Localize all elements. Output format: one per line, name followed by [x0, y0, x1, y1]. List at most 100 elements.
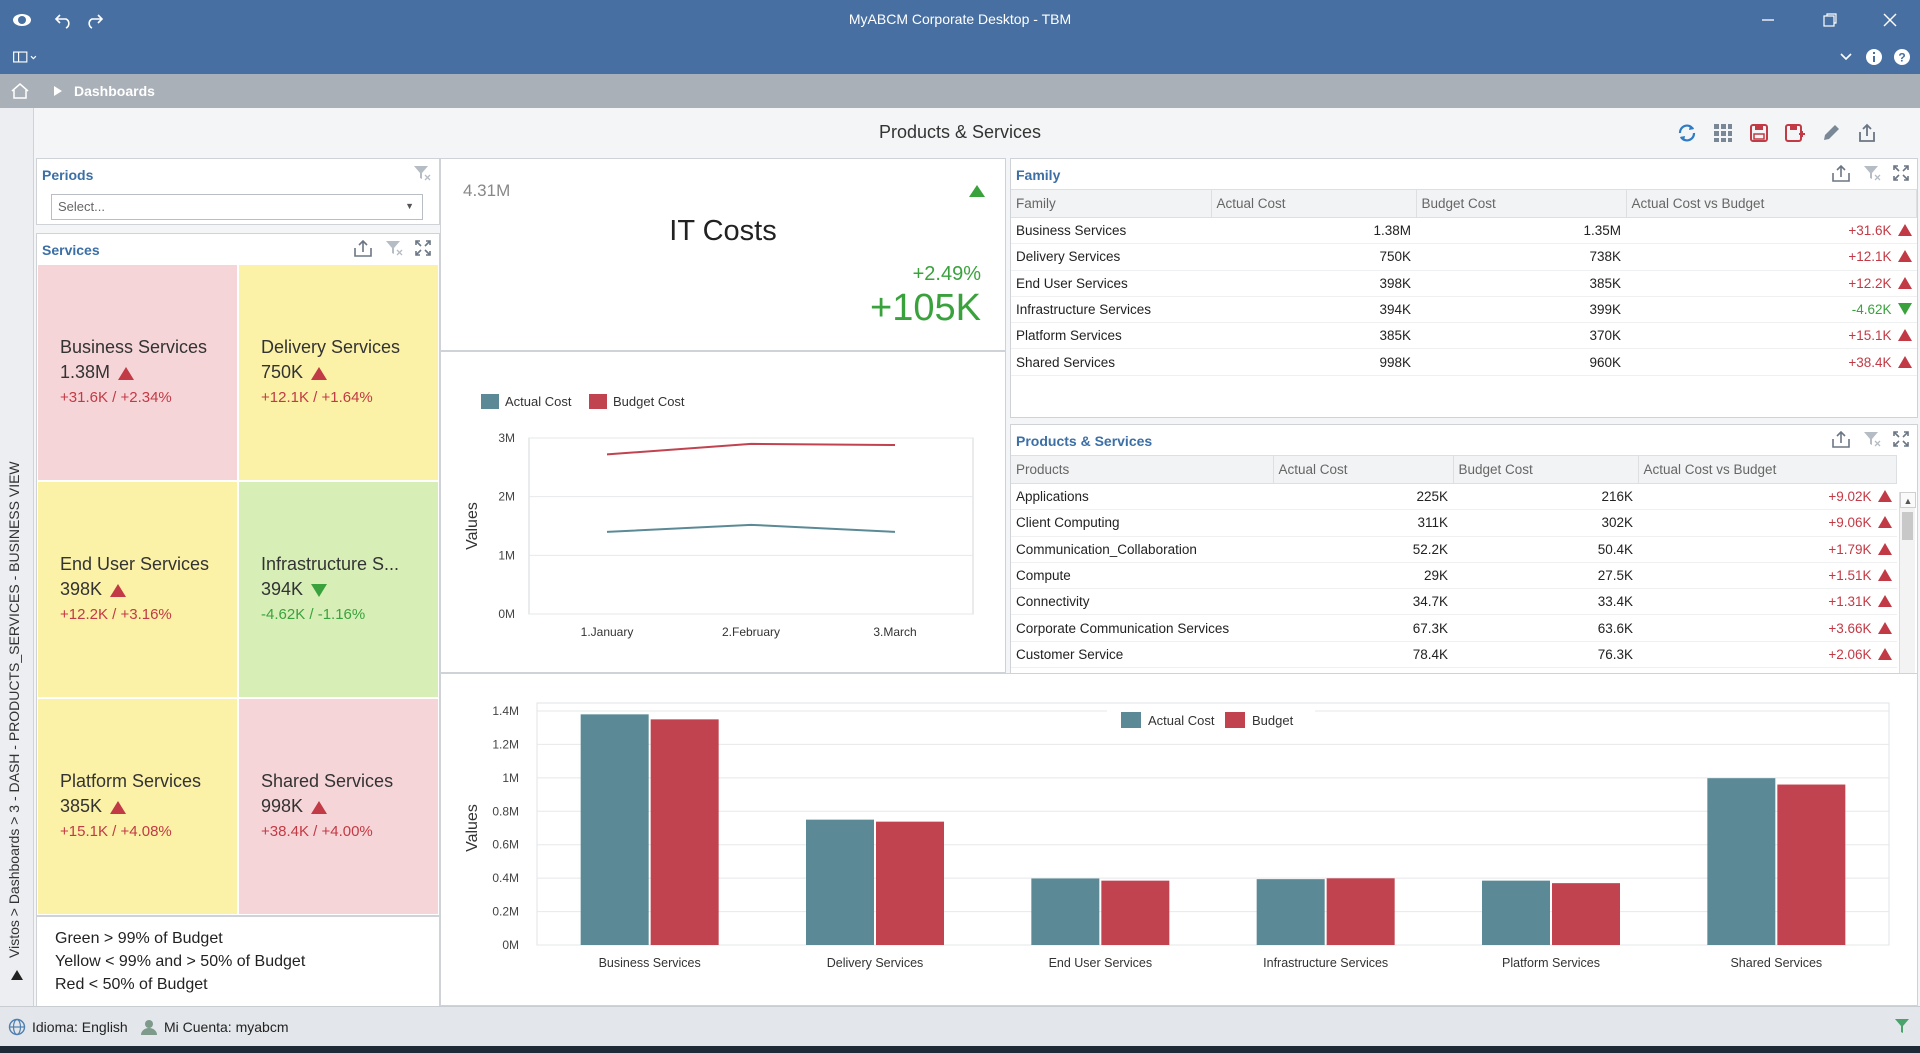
- close-icon[interactable]: [1868, 4, 1912, 36]
- period-select[interactable]: Select... ▼: [51, 194, 423, 220]
- maximize-icon[interactable]: [415, 240, 431, 263]
- row-label: Applications: [1011, 483, 1273, 511]
- table-row[interactable]: Shared Services 998K 960K +38.4K: [1011, 348, 1917, 376]
- save-icon[interactable]: [1746, 120, 1772, 146]
- info-icon[interactable]: [1860, 43, 1888, 71]
- products-table-wrapper: Products Actual Cost Budget Cost Actual …: [1011, 455, 1897, 669]
- tile-value: 998K: [261, 796, 328, 817]
- row-value: 63.6K: [1453, 614, 1638, 642]
- column-header[interactable]: Actual Cost vs Budget: [1638, 455, 1897, 484]
- table-row[interactable]: Communication_Collaboration 52.2K 50.4K +1.…: [1011, 536, 1897, 563]
- home-icon[interactable]: [6, 77, 34, 105]
- refresh-icon[interactable]: [1674, 120, 1700, 146]
- trend-up-icon: [311, 366, 328, 380]
- trend-up-icon: [311, 800, 328, 814]
- column-header[interactable]: Budget Cost: [1416, 189, 1627, 218]
- edit-pencil-icon[interactable]: [1818, 120, 1844, 146]
- x-tick-label: 1.January: [581, 625, 634, 639]
- row-value: 33.4K: [1453, 588, 1638, 616]
- help-icon[interactable]: ?: [1888, 43, 1916, 71]
- tile-delta: +12.1K / +1.64%: [261, 389, 373, 406]
- account-status[interactable]: Mi Cuenta: myabcm: [140, 1018, 288, 1036]
- tile-delta: +31.6K / +2.34%: [60, 389, 172, 406]
- tile-delta: +38.4K / +4.00%: [261, 823, 373, 840]
- table-row[interactable]: Customer Service 78.4K 76.3K +2.06K: [1011, 641, 1897, 669]
- legend-swatch: [481, 394, 499, 409]
- grid-icon[interactable]: [1710, 120, 1736, 146]
- products-scrollbar[interactable]: ▲ ▼: [1899, 492, 1916, 697]
- table-row[interactable]: Connectivity 34.7K 33.4K +1.31K: [1011, 588, 1897, 616]
- save-as-icon[interactable]: [1782, 120, 1808, 146]
- maximize-icon[interactable]: [1893, 431, 1909, 454]
- export-icon[interactable]: [353, 239, 373, 263]
- table-row[interactable]: Client Computing 311K 302K +9.06K: [1011, 509, 1897, 537]
- maximize-icon[interactable]: [1893, 165, 1909, 188]
- row-label: Business Services: [1011, 217, 1211, 245]
- redo-icon[interactable]: [80, 6, 108, 34]
- service-tile-business-services[interactable]: Business Services 1.38M +31.6K / +2.34%: [37, 264, 238, 481]
- table-row[interactable]: End User Services 398K 385K +12.2K: [1011, 270, 1917, 297]
- legend-label: Actual Cost: [505, 394, 572, 409]
- clear-filter-icon[interactable]: [1863, 431, 1881, 454]
- service-tile-end-user-services[interactable]: End User Services 398K +12.2K / +3.16%: [37, 481, 238, 698]
- clear-filter-icon[interactable]: [1863, 165, 1881, 188]
- restore-icon[interactable]: [1808, 4, 1852, 36]
- minimize-icon[interactable]: [1746, 4, 1790, 36]
- collapse-up-icon[interactable]: [10, 968, 24, 984]
- export-icon[interactable]: [1854, 120, 1880, 146]
- clear-filter-icon[interactable]: [385, 240, 403, 263]
- table-row[interactable]: Business Services 1.38M 1.35M +31.6K: [1011, 217, 1917, 245]
- row-delta: +15.1K: [1626, 322, 1917, 350]
- service-tile-platform-services[interactable]: Platform Services 385K +15.1K / +4.08%: [37, 698, 238, 915]
- tile-name: Platform Services: [60, 771, 202, 791]
- column-header[interactable]: Products: [1011, 455, 1274, 484]
- column-header[interactable]: Actual Cost: [1273, 455, 1454, 484]
- products-title: Products & Services: [1016, 433, 1153, 449]
- export-icon[interactable]: [1831, 430, 1851, 454]
- cost-trend-chart-panel: Actual Cost Budget Cost 0M 1M 2M 3M 1.January 2…: [440, 351, 1006, 673]
- service-cost-bar-chart: 0M 0.2M 0.4M 0.6M 0.8M 1M 1.2M 1.4M Values Busine…: [464, 702, 1890, 970]
- undo-icon[interactable]: [50, 6, 78, 34]
- user-icon: [141, 1020, 157, 1035]
- series-line-budget-cost: [606, 442, 896, 456]
- dropdown-caret-icon[interactable]: ▼: [405, 201, 414, 211]
- window-title: MyABCM Corporate Desktop - TBM: [848, 11, 1072, 27]
- table-row[interactable]: Infrastructure Services 394K 399K -4.62K: [1011, 296, 1917, 324]
- column-header[interactable]: Family: [1011, 189, 1212, 218]
- column-header[interactable]: Actual Cost vs Budget: [1626, 189, 1917, 218]
- scroll-thumb[interactable]: [1902, 512, 1913, 540]
- row-value: 311K: [1273, 509, 1453, 537]
- breadcrumb-dashboards[interactable]: Dashboards: [74, 83, 155, 99]
- table-row[interactable]: Delivery Services 750K 738K +12.1K: [1011, 243, 1917, 271]
- vertical-path-text: Vistos > Dashboards > 3 - DASH - PRODUCT…: [6, 461, 22, 958]
- trend-up-icon: [1877, 595, 1892, 608]
- row-label: Client Computing: [1011, 509, 1273, 537]
- panel-layout-icon[interactable]: [12, 43, 40, 71]
- bar-budget: [1101, 880, 1170, 945]
- table-row[interactable]: Platform Services 385K 370K +15.1K: [1011, 322, 1917, 350]
- row-delta: +9.06K: [1638, 509, 1897, 537]
- y-tick-label: 1M: [502, 771, 519, 785]
- service-tile-shared-services[interactable]: Shared Services 998K +38.4K / +4.00%: [238, 698, 439, 915]
- clear-filter-icon[interactable]: [413, 165, 431, 186]
- scroll-up-icon[interactable]: ▲: [1900, 492, 1916, 508]
- language-label: Idioma: English: [32, 1019, 128, 1035]
- chevron-down-icon[interactable]: [1832, 43, 1860, 71]
- table-row[interactable]: Applications 225K 216K +9.02K: [1011, 483, 1897, 511]
- table-row[interactable]: Compute 29K 27.5K +1.51K: [1011, 562, 1897, 590]
- filter-status-icon[interactable]: [1894, 1018, 1910, 1037]
- vertical-path-rail: Vistos > Dashboards > 3 - DASH - PRODUCT…: [0, 108, 34, 1006]
- language-status[interactable]: Idioma: English: [8, 1018, 128, 1036]
- row-delta: +1.51K: [1638, 562, 1897, 590]
- tile-name: End User Services: [60, 554, 210, 574]
- column-header[interactable]: Budget Cost: [1453, 455, 1639, 484]
- row-value: 29K: [1273, 562, 1453, 590]
- row-value: 78.4K: [1273, 641, 1453, 669]
- table-row[interactable]: Corporate Communication Services 67.3K 63.…: [1011, 614, 1897, 642]
- trend-up-icon: [1877, 569, 1892, 582]
- service-tile-infrastructure-services[interactable]: Infrastructure S... 394K -4.62K / -1.16%: [238, 481, 439, 698]
- export-icon[interactable]: [1831, 164, 1851, 188]
- color-legend: Green > 99% of Budget Yellow < 99% and >…: [37, 915, 439, 1006]
- column-header[interactable]: Actual Cost: [1211, 189, 1417, 218]
- service-tile-delivery-services[interactable]: Delivery Services 750K +12.1K / +1.64%: [238, 264, 439, 481]
